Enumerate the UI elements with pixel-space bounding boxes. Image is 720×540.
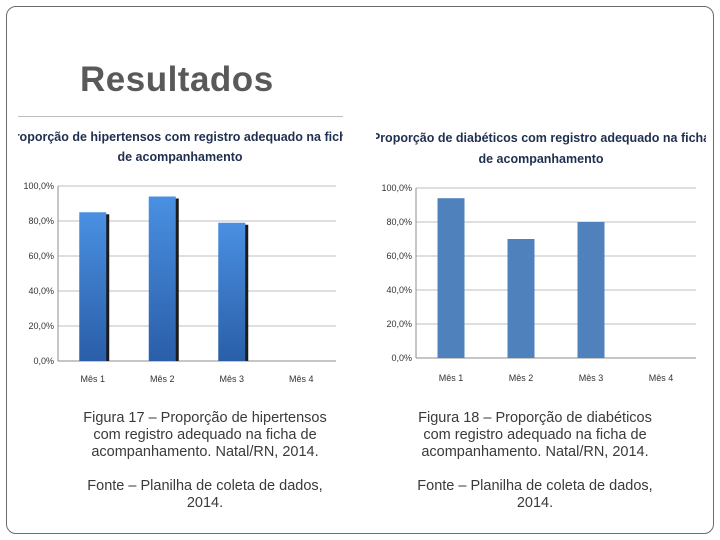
- diabetes-bar: [437, 198, 465, 358]
- hypertension-x-tick-label: Mês 1: [80, 374, 105, 384]
- figure-18-source: Fonte – Planilha de coleta de dados, 201…: [417, 478, 653, 511]
- slide-title: Resultados: [80, 60, 274, 99]
- hypertension-bar: [79, 212, 107, 361]
- diabetes-chart: Proporção de diabéticos com registro ade…: [376, 118, 706, 398]
- diabetes-x-tick-label: Mês 4: [649, 373, 674, 383]
- hypertension-y-tick-label: 60,0%: [28, 251, 54, 261]
- diabetes-x-tick-label: Mês 3: [579, 373, 604, 383]
- diabetes-y-tick-label: 60,0%: [386, 251, 412, 261]
- diabetes-y-tick-label: 20,0%: [386, 319, 412, 329]
- hypertension-chart-title-line-1: Proporção de hipertensos com registro ad…: [18, 130, 343, 144]
- diabetes-chart-title-line-1: Proporção de diabéticos com registro ade…: [376, 131, 706, 145]
- diabetes-bar: [507, 239, 535, 358]
- figure-18-text: Figura 18 – Proporção de diabéticos com …: [418, 410, 652, 460]
- hypertension-x-tick-label: Mês 4: [289, 374, 314, 384]
- diabetes-bar: [577, 222, 605, 358]
- figure-17-caption: Figura 17 – Proporção de hipertensos com…: [70, 410, 340, 512]
- hypertension-y-tick-label: 80,0%: [28, 216, 54, 226]
- hypertension-bar: [218, 222, 246, 361]
- hypertension-bar: [148, 196, 176, 361]
- diabetes-y-tick-label: 0,0%: [391, 353, 412, 363]
- hypertension-chart-title-line-2: de acompanhamento: [117, 150, 242, 164]
- diabetes-chart-svg: Proporção de diabéticos com registro ade…: [376, 131, 706, 383]
- hypertension-y-tick-label: 40,0%: [28, 286, 54, 296]
- diabetes-x-tick-label: Mês 1: [439, 373, 464, 383]
- hypertension-x-tick-label: Mês 2: [150, 374, 175, 384]
- diabetes-y-tick-label: 100,0%: [381, 183, 412, 193]
- hypertension-chart-svg: Proporção de hipertensos com registro ad…: [18, 130, 343, 384]
- figure-17-source: Fonte – Planilha de coleta de dados, 201…: [87, 478, 323, 511]
- figure-18-caption: Figura 18 – Proporção de diabéticos com …: [415, 410, 655, 512]
- hypertension-y-tick-label: 20,0%: [28, 321, 54, 331]
- diabetes-x-tick-label: Mês 2: [509, 373, 534, 383]
- diabetes-y-tick-label: 80,0%: [386, 217, 412, 227]
- diabetes-y-tick-label: 40,0%: [386, 285, 412, 295]
- hypertension-y-tick-label: 0,0%: [33, 356, 54, 366]
- diabetes-chart-title-line-2: de acompanhamento: [478, 152, 603, 166]
- hypertension-y-tick-label: 100,0%: [23, 181, 54, 191]
- figure-17-text: Figura 17 – Proporção de hipertensos com…: [83, 410, 327, 460]
- hypertension-chart: Proporção de hipertensos com registro ad…: [18, 118, 343, 396]
- title-divider: [18, 116, 343, 117]
- hypertension-x-tick-label: Mês 3: [219, 374, 244, 384]
